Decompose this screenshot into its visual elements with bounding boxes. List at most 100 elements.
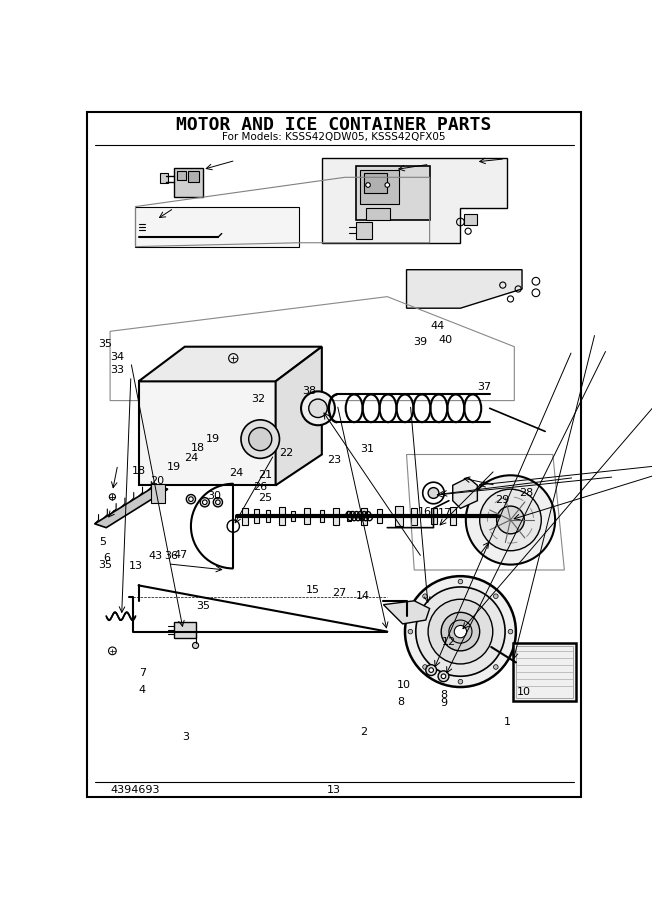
Circle shape (408, 629, 413, 634)
Bar (145, 220, 166, 233)
Text: 32: 32 (251, 394, 265, 404)
Bar (160, 173, 168, 184)
Text: 38: 38 (302, 386, 316, 396)
Text: 8: 8 (440, 690, 447, 700)
Text: 33: 33 (110, 365, 125, 375)
Text: 3: 3 (183, 732, 190, 742)
Bar (151, 484, 165, 503)
Circle shape (494, 665, 498, 670)
Circle shape (301, 392, 335, 425)
Text: 16: 16 (417, 507, 432, 517)
Circle shape (192, 643, 199, 649)
Text: For Models: KSSS42QDW05, KSSS42QFX05: For Models: KSSS42QDW05, KSSS42QFX05 (222, 132, 446, 142)
Text: 21: 21 (258, 471, 272, 481)
Circle shape (385, 183, 390, 187)
Text: 13: 13 (327, 785, 341, 796)
Text: 1: 1 (504, 717, 511, 727)
Polygon shape (136, 207, 299, 247)
Bar (481, 508, 486, 524)
Polygon shape (276, 346, 322, 485)
Circle shape (458, 580, 463, 584)
Circle shape (454, 626, 467, 638)
Text: MOTOR AND ICE CONTAINER PARTS: MOTOR AND ICE CONTAINER PARTS (177, 116, 492, 134)
Bar (188, 171, 199, 182)
Text: 4: 4 (139, 685, 146, 695)
Text: 2: 2 (360, 726, 367, 737)
Text: 26: 26 (253, 482, 267, 492)
Circle shape (466, 475, 555, 564)
Circle shape (428, 488, 439, 499)
Bar (348, 510, 351, 521)
Circle shape (241, 419, 280, 458)
Text: 35: 35 (98, 338, 112, 348)
Text: 24: 24 (184, 453, 198, 463)
Text: 18: 18 (132, 466, 147, 476)
Text: 5: 5 (98, 536, 106, 547)
Bar (366, 208, 390, 220)
Bar (357, 222, 372, 239)
Text: 10: 10 (396, 680, 410, 690)
Bar (464, 214, 477, 225)
Bar (174, 623, 196, 638)
Bar (291, 510, 295, 521)
Polygon shape (452, 478, 477, 508)
Bar (357, 166, 430, 220)
Bar (378, 509, 382, 523)
Circle shape (449, 620, 472, 643)
Circle shape (458, 680, 463, 684)
Circle shape (429, 668, 434, 672)
Text: 4394693: 4394693 (110, 785, 160, 796)
Bar (333, 508, 339, 525)
Circle shape (200, 498, 209, 507)
Text: 43: 43 (149, 552, 163, 562)
Text: 14: 14 (356, 591, 370, 601)
Bar (177, 171, 186, 180)
Circle shape (497, 506, 524, 534)
Bar (242, 508, 248, 525)
Text: 17: 17 (437, 508, 452, 518)
Text: 18: 18 (190, 443, 205, 453)
Text: 22: 22 (279, 448, 293, 458)
Bar (364, 174, 387, 193)
Bar (254, 509, 259, 523)
Bar (361, 508, 367, 525)
Circle shape (438, 670, 449, 681)
Text: 7: 7 (139, 668, 146, 678)
Circle shape (216, 500, 220, 505)
Bar (278, 507, 285, 526)
Circle shape (422, 594, 427, 598)
Text: 44: 44 (430, 320, 444, 330)
Polygon shape (139, 382, 276, 485)
Text: 39: 39 (413, 337, 428, 347)
Bar (466, 510, 471, 522)
Bar (174, 168, 203, 197)
Circle shape (428, 599, 493, 664)
Bar (411, 508, 417, 525)
Text: 36: 36 (164, 551, 178, 561)
Circle shape (441, 674, 446, 679)
Polygon shape (95, 485, 168, 527)
Polygon shape (322, 158, 507, 243)
Bar (450, 507, 456, 526)
Text: 47: 47 (174, 550, 188, 560)
Circle shape (405, 576, 516, 687)
Text: 27: 27 (332, 588, 346, 598)
Bar (431, 508, 437, 524)
Bar (512, 644, 576, 701)
Circle shape (203, 500, 207, 505)
Circle shape (426, 665, 437, 676)
Text: 12: 12 (441, 637, 456, 647)
Circle shape (422, 482, 444, 504)
Text: 9: 9 (440, 698, 447, 707)
Text: 15: 15 (306, 585, 320, 595)
Circle shape (508, 629, 512, 634)
Circle shape (441, 612, 480, 651)
Polygon shape (407, 270, 522, 308)
Text: 30: 30 (208, 491, 222, 501)
Text: 8: 8 (397, 697, 404, 706)
Text: 35: 35 (197, 600, 211, 610)
Text: 23: 23 (327, 455, 341, 465)
Circle shape (309, 399, 327, 418)
Polygon shape (383, 601, 430, 624)
Text: 37: 37 (477, 382, 491, 392)
